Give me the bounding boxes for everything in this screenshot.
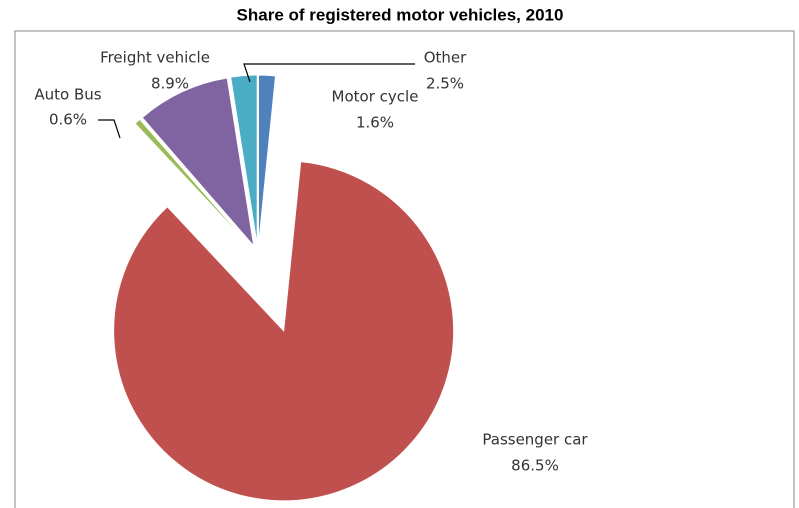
slice-value: 2.5% [426, 75, 464, 93]
pie-slice [258, 74, 277, 246]
pie-slice [134, 118, 252, 248]
chart-title: Share of registered motor vehicles, 2010 [237, 5, 564, 24]
slice-name: Other [424, 49, 467, 67]
slice-name: Passenger car [482, 431, 588, 449]
leader-line [98, 119, 121, 139]
slice-value: 8.9% [151, 75, 189, 93]
pie-slice [141, 77, 255, 248]
pie-slice [230, 74, 258, 246]
slice-name: Auto Bus [34, 86, 101, 104]
slice-value: 1.6% [356, 114, 394, 132]
slice-value: 0.6% [49, 111, 87, 129]
slice-value: 86.5% [511, 457, 559, 475]
pie-slice [113, 161, 455, 502]
slice-name: Motor cycle [332, 88, 419, 106]
leader-line [243, 63, 415, 83]
slice-name: Freight vehicle [100, 49, 210, 67]
